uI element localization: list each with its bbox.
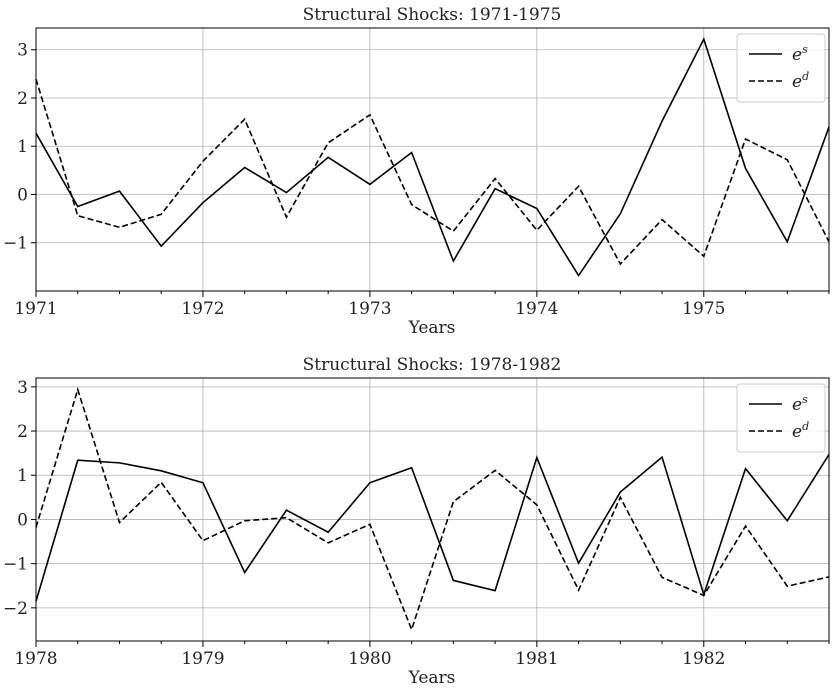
y-tick-label: 1 — [17, 466, 28, 486]
chart-panel-1978-1982: Structural Shocks: 1978-1982 −2 −1 0 1 2 3 197… — [3, 355, 830, 688]
legend-label-superscript: s — [802, 43, 808, 56]
x-tick-label: 1980 — [348, 649, 391, 669]
legend-label-base: e — [792, 422, 802, 442]
x-tick-label: 1979 — [181, 649, 224, 669]
legend-label-ed: ed — [792, 70, 809, 92]
x-tick-label: 1973 — [348, 299, 391, 319]
y-tick-label: 3 — [17, 41, 28, 61]
chart-title: Structural Shocks: 1978-1982 — [303, 355, 562, 375]
ticks: −1 0 1 2 3 1971 1972 1973 1974 1975 — [3, 41, 830, 319]
x-tick-label: 1975 — [682, 299, 725, 319]
axes-frame — [35, 377, 830, 642]
series-group — [35, 37, 830, 278]
series-group — [35, 386, 830, 632]
legend-label-base: e — [792, 45, 802, 65]
x-tick-label: 1982 — [682, 649, 725, 669]
x-tick-label: 1974 — [515, 299, 558, 319]
grid — [35, 28, 829, 291]
legend-label-superscript: d — [802, 70, 809, 83]
legend-frame — [736, 33, 826, 103]
legend-label-ed: ed — [792, 420, 809, 442]
ticks: −2 −1 0 1 2 3 1978 1979 1980 1981 1982 — [3, 378, 830, 669]
legend-frame — [736, 383, 826, 453]
legend-label-superscript: d — [802, 420, 809, 433]
series-line-ed — [35, 386, 830, 632]
legend-label-superscript: s — [802, 393, 808, 406]
x-tick-label: 1981 — [515, 649, 558, 669]
x-tick-label: 1971 — [14, 299, 57, 319]
series-line-es — [35, 454, 830, 602]
y-tick-label: −1 — [3, 234, 28, 254]
x-tick-label: 1978 — [14, 649, 57, 669]
x-tick-label: 1972 — [181, 299, 224, 319]
y-tick-label: 0 — [17, 510, 28, 530]
legend-label-es: es — [792, 43, 808, 65]
y-tick-label: 2 — [17, 89, 28, 109]
x-axis-label: Years — [408, 318, 456, 338]
series-line-ed — [35, 78, 830, 266]
legend-label-base: e — [792, 72, 802, 92]
legend-label-base: e — [792, 395, 802, 415]
y-tick-label: −2 — [3, 599, 28, 619]
chart-title: Structural Shocks: 1971-1975 — [303, 5, 562, 25]
axes-frame — [35, 27, 830, 292]
y-tick-label: 2 — [17, 422, 28, 442]
x-axis-label: Years — [408, 668, 456, 688]
y-tick-label: 0 — [17, 185, 28, 205]
y-tick-label: −1 — [3, 555, 28, 575]
y-tick-label: 3 — [17, 378, 28, 398]
y-tick-label: 1 — [17, 137, 28, 157]
chart-panel-1971-1975: Structural Shocks: 1971-1975 −1 0 1 2 3 1971 1… — [3, 5, 830, 338]
series-line-es — [35, 37, 830, 278]
legend-label-es: es — [792, 393, 808, 415]
